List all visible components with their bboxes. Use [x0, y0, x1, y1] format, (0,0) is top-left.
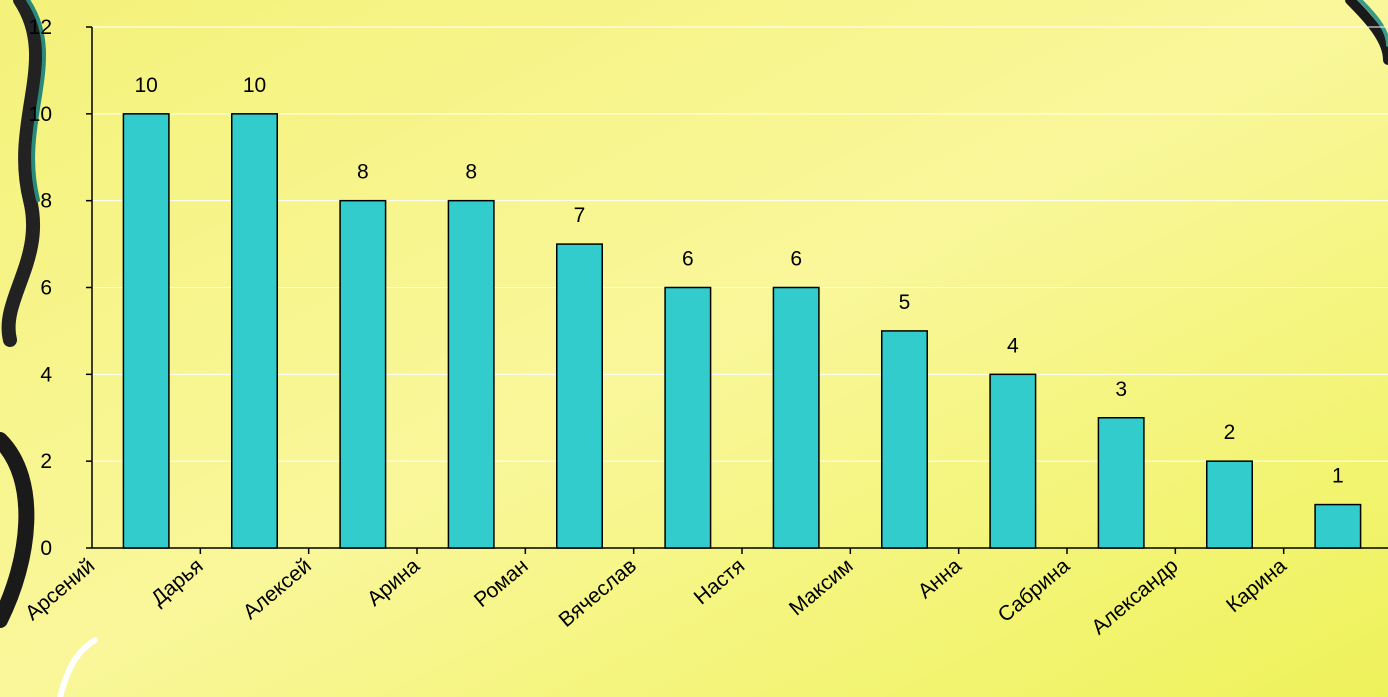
y-tick-label: 10	[29, 103, 52, 126]
bar	[773, 288, 819, 549]
y-tick-label: 0	[40, 537, 52, 560]
value-label: 10	[134, 74, 157, 97]
bar	[1315, 505, 1361, 548]
value-label: 7	[574, 204, 586, 227]
bar	[1098, 418, 1144, 548]
y-tick-label: 8	[40, 190, 52, 213]
value-label: 6	[790, 248, 802, 271]
bar	[340, 201, 386, 548]
value-label: 6	[682, 248, 694, 271]
value-label: 2	[1224, 421, 1236, 444]
bar	[557, 244, 603, 548]
value-label: 8	[357, 161, 369, 184]
bar	[1207, 461, 1253, 548]
chart: 024681012Арсений10Дарья10Алексей8Арина8Р…	[0, 0, 1388, 697]
value-label: 5	[899, 291, 911, 314]
bar	[123, 114, 168, 548]
value-label: 4	[1007, 334, 1019, 357]
bar	[882, 331, 928, 548]
value-label: 1	[1332, 465, 1344, 488]
page: 024681012Арсений10Дарья10Алексей8Арина8Р…	[0, 0, 1388, 697]
value-label: 3	[1115, 378, 1127, 401]
bar	[448, 201, 494, 548]
value-label: 10	[243, 74, 266, 97]
bar	[990, 374, 1035, 548]
bar	[665, 288, 711, 549]
y-tick-label: 12	[29, 16, 52, 39]
bar	[232, 114, 278, 548]
y-tick-label: 2	[40, 450, 52, 473]
value-label: 8	[465, 161, 477, 184]
y-tick-label: 6	[40, 277, 52, 300]
y-tick-label: 4	[40, 363, 52, 386]
